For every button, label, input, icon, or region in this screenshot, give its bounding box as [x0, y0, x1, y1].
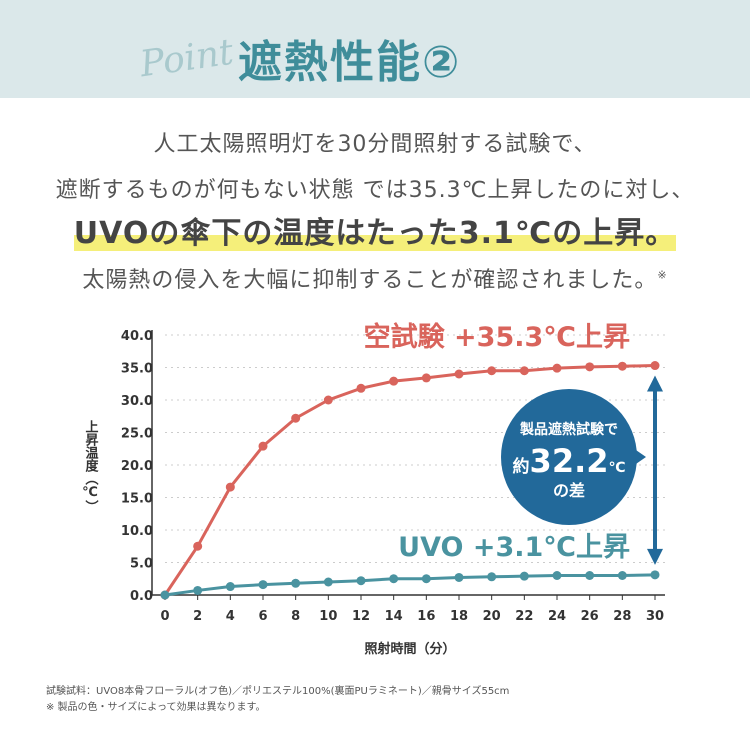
- series-line: [164, 573, 656, 597]
- data-point: [519, 571, 529, 581]
- x-tick-label: 22: [515, 609, 533, 624]
- data-point: [617, 571, 627, 580]
- x-axis-label: 照射時間（分）: [364, 641, 455, 657]
- bubble-value-part: 32.2: [530, 442, 609, 480]
- data-point: [454, 572, 464, 582]
- body-line-2: 遮断するものが何もない状態 では35.3℃上昇したのに対し、: [55, 178, 695, 203]
- data-point: [258, 441, 268, 451]
- arrow-down-icon: [647, 548, 663, 565]
- data-point: [193, 585, 203, 595]
- data-point: [585, 571, 595, 580]
- y-tick-label: 25.0: [121, 427, 153, 442]
- bubble-line3: の差: [553, 481, 585, 500]
- data-point: [421, 373, 431, 383]
- x-tick-label: 18: [450, 609, 468, 624]
- bubble-line1: 製品遮熱試験で: [519, 421, 618, 438]
- data-point: [617, 361, 627, 371]
- y-tick-label: 15.0: [121, 492, 153, 507]
- page-title: 遮熱性能②: [238, 37, 462, 88]
- x-tick-label: 6: [258, 609, 267, 624]
- x-tick-label: 26: [581, 609, 599, 624]
- data-point: [389, 376, 399, 386]
- body-line-1: 人工太陽照明灯を30分間照射する試験で、: [153, 132, 597, 157]
- x-tick-label: 2: [193, 609, 202, 624]
- y-tick-label: 40.0: [121, 329, 153, 344]
- x-tick-label: 24: [548, 609, 566, 624]
- data-point: [552, 363, 562, 373]
- headline-highlight: UVOの傘下の温度はたった3.1℃の上昇。: [73, 216, 677, 251]
- x-tick-label: 8: [291, 609, 300, 624]
- data-point: [323, 395, 333, 405]
- data-point: [258, 580, 268, 590]
- series-label-control: 空試験 +35.3℃上昇: [364, 321, 630, 353]
- data-point: [160, 590, 170, 600]
- x-tick-label: 10: [319, 609, 337, 624]
- x-tick-label: 28: [613, 609, 631, 624]
- y-tick-label: 35.0: [121, 362, 153, 377]
- bubble-pointer: [633, 448, 646, 466]
- data-point: [193, 541, 203, 551]
- header-band: [0, 0, 750, 98]
- data-point: [650, 570, 660, 580]
- data-point: [421, 574, 431, 584]
- x-tick-label: 0: [160, 609, 169, 624]
- x-tick-label: 20: [483, 609, 501, 624]
- x-tick-label: 16: [417, 609, 435, 624]
- x-tick-label: 14: [385, 609, 403, 624]
- y-tick-label: 20.0: [121, 459, 153, 474]
- y-tick-label: 5.0: [130, 557, 153, 572]
- series-label-uvo: UVO +3.1℃上昇: [398, 532, 630, 563]
- data-point: [225, 582, 235, 592]
- y-tick-label: 30.0: [121, 394, 153, 409]
- difference-bubble: [501, 389, 637, 525]
- footnote-2: ※ 製品の色・サイズによって効果は異なります。: [46, 702, 266, 713]
- x-tick-label: 30: [646, 609, 664, 624]
- y-tick-label: 10.0: [121, 524, 153, 539]
- x-tick-label: 12: [352, 609, 370, 624]
- arrow-up-icon: [647, 375, 663, 392]
- data-point: [585, 362, 595, 372]
- data-point: [454, 369, 464, 379]
- data-point: [552, 571, 562, 580]
- data-point: [519, 366, 529, 376]
- data-point: [356, 576, 366, 586]
- data-point: [487, 366, 497, 376]
- y-tick-label: 0.0: [130, 589, 153, 604]
- data-point: [389, 574, 399, 584]
- bubble-value-part: ℃: [609, 460, 626, 476]
- note-mark: ※: [657, 268, 668, 282]
- x-tick-label: 4: [226, 609, 235, 624]
- data-point: [291, 413, 301, 423]
- body-line-4: 太陽熱の侵入を大幅に抑制することが確認されました。※: [0, 262, 750, 294]
- data-point: [225, 482, 235, 492]
- bubble-value-part: 約: [513, 456, 530, 477]
- y-axis-label: 上昇温度（℃）: [82, 420, 99, 513]
- bubble-value-line: 約32.2℃: [513, 442, 626, 480]
- data-point: [650, 361, 660, 371]
- data-point: [291, 578, 301, 588]
- data-point: [356, 383, 366, 393]
- series-line: [163, 364, 656, 596]
- data-point: [487, 572, 497, 582]
- body-line-4-text: 太陽熱の侵入を大幅に抑制することが確認されました。: [82, 268, 658, 293]
- data-point: [323, 577, 333, 587]
- footnote-1: 試験試料：UVO8本骨フローラル(オフ色)／ポリエステル100%(裏面PUラミネ…: [46, 686, 510, 697]
